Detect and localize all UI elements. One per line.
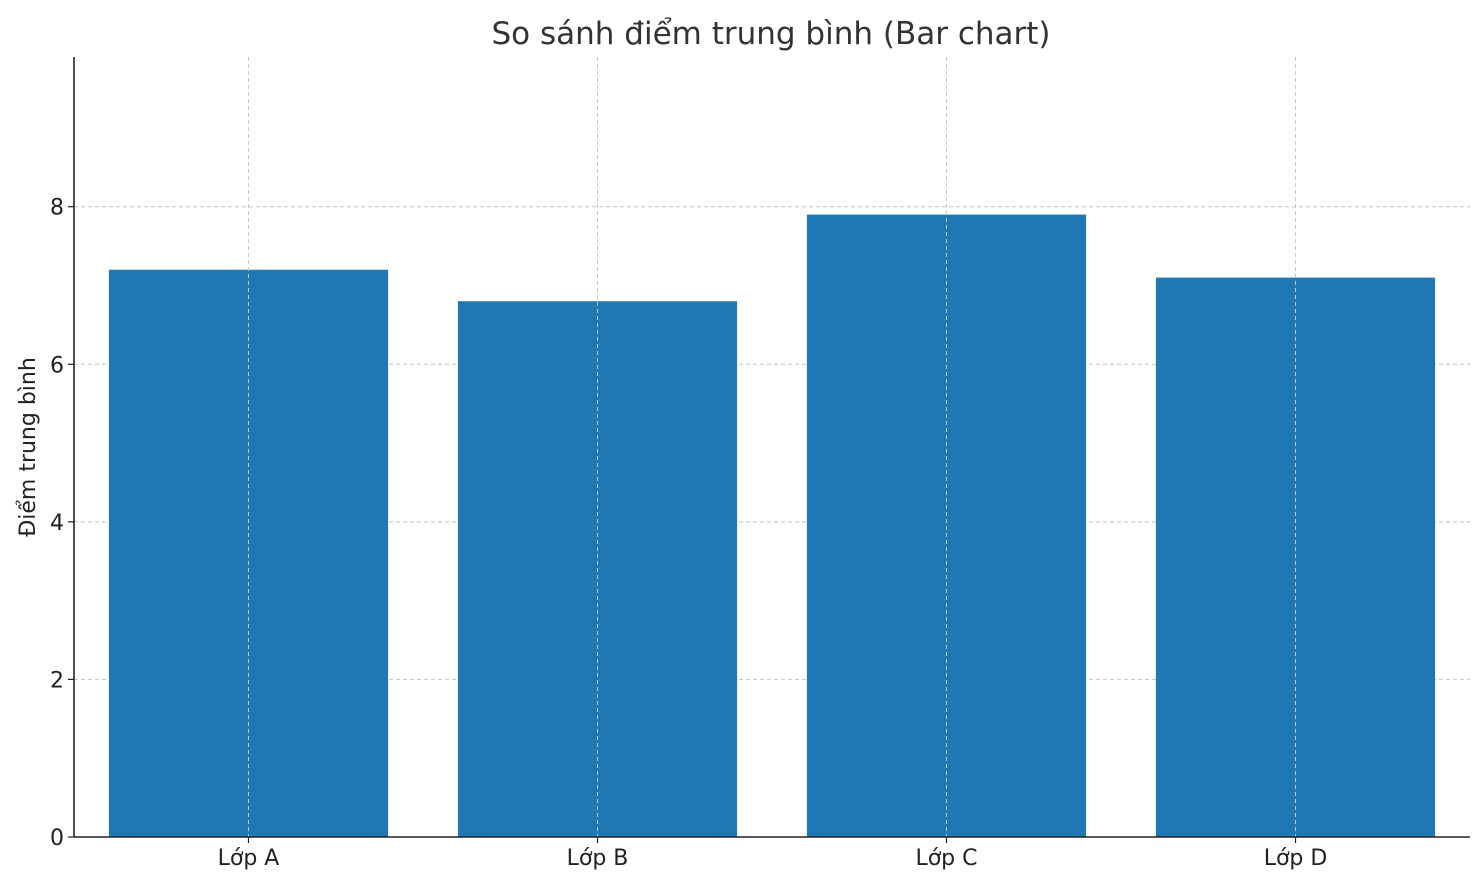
bars (108, 57, 1436, 838)
x-tick-label: Lớp B (567, 846, 629, 871)
y-tick-label: 6 (50, 353, 64, 378)
x-tick-label: Lớp C (915, 846, 977, 871)
y-axis-label: Điểm trung bình (16, 357, 41, 537)
bar-1 (108, 269, 389, 837)
chart-title: So sánh điểm trung bình (Bar chart) (491, 16, 1050, 52)
axes (68, 57, 1470, 843)
y-tick-label: 4 (50, 511, 64, 536)
y-tick-label: 2 (50, 668, 64, 693)
y-tick-label: 0 (50, 826, 64, 851)
x-tick-label: Lớp A (218, 846, 280, 871)
tick-labels: 0 2 4 6 8 Lớp A Lớp B Lớp C Lớp D (50, 196, 1327, 871)
y-tick-label: 8 (50, 196, 64, 221)
x-tick-label: Lớp D (1264, 846, 1328, 871)
